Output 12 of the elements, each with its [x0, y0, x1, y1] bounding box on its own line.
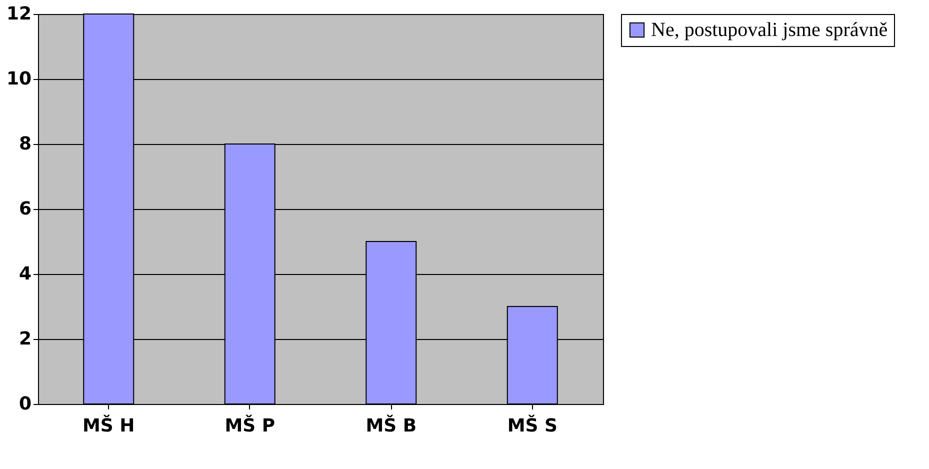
legend-label: Ne, postupovali jsme správně [651, 19, 888, 41]
x-tick-label: MŠ H [82, 414, 135, 436]
y-tick-label: 0 [18, 394, 32, 414]
y-tick-label: 10 [6, 68, 32, 90]
y-tick-label: 4 [18, 264, 32, 284]
y-tick-label: 12 [6, 4, 32, 24]
y-tick-label: 2 [18, 328, 32, 350]
x-tick-label: MŠ S [507, 414, 558, 436]
y-tick-label: 8 [18, 134, 32, 154]
x-tick-label: MŠ B [366, 414, 417, 436]
x-tick-label: MŠ P [224, 414, 276, 436]
y-tick-label: 6 [18, 198, 32, 220]
